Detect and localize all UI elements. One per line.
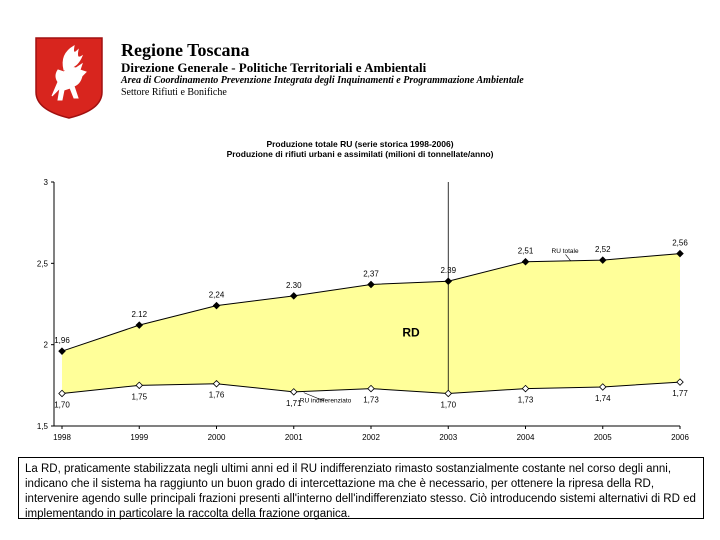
point-ru-indifferenziato bbox=[676, 378, 684, 386]
x-tick-label: 2004 bbox=[517, 433, 535, 442]
point-ru-totale bbox=[135, 321, 144, 329]
point-ru-totale bbox=[212, 301, 221, 310]
data-label: 2,52 bbox=[595, 245, 611, 254]
header: Regione Toscana Direzione Generale - Pol… bbox=[0, 0, 720, 130]
chart-title-block: Produzione totale RU (serie storica 1998… bbox=[200, 139, 520, 159]
caption: La RD, praticamente stabilizzata negli u… bbox=[18, 457, 704, 520]
point-ru-indifferenziato bbox=[598, 383, 607, 391]
data-label: 1,74 bbox=[595, 394, 611, 403]
x-tick-label: 2000 bbox=[208, 433, 226, 442]
data-label: 2.30 bbox=[286, 281, 302, 290]
x-tick-label: 2005 bbox=[594, 433, 612, 442]
callout-line bbox=[303, 392, 324, 402]
callout-line bbox=[565, 254, 571, 262]
point-ru-indifferenziato bbox=[521, 384, 530, 393]
data-label: 2,37 bbox=[363, 269, 379, 278]
data-label: 1,71 bbox=[286, 399, 302, 408]
series-name-label: RU totale bbox=[552, 248, 579, 255]
point-ru-totale bbox=[676, 249, 684, 258]
data-label: 1,70 bbox=[54, 400, 70, 409]
area: Area di Coordinamento Prevenzione Integr… bbox=[121, 75, 524, 86]
point-ru-indifferenziato bbox=[367, 384, 375, 393]
x-tick-label: 1998 bbox=[53, 433, 71, 442]
point-ru-totale bbox=[289, 292, 298, 300]
point-ru-indifferenziato bbox=[444, 389, 453, 398]
data-label: 1,76 bbox=[209, 391, 225, 400]
point-ru-totale bbox=[58, 347, 66, 355]
data-label: 1,75 bbox=[131, 392, 147, 401]
data-label: 2.39 bbox=[440, 266, 456, 275]
point-ru-totale bbox=[367, 280, 375, 289]
point-ru-indifferenziato bbox=[289, 388, 298, 396]
data-label: 2,51 bbox=[518, 247, 534, 256]
x-tick-label: 1999 bbox=[130, 433, 148, 442]
chart-subtitle: Produzione di rifiuti urbani e assimilat… bbox=[226, 149, 494, 159]
point-ru-indifferenziato bbox=[135, 381, 144, 390]
data-label: 1,96 bbox=[54, 336, 70, 345]
data-label: 1,73 bbox=[518, 396, 534, 405]
point-ru-totale bbox=[598, 256, 607, 264]
y-tick-label: 1,5 bbox=[37, 422, 49, 431]
x-tick-label: 2003 bbox=[439, 433, 457, 442]
y-tick-label: 3 bbox=[44, 178, 49, 187]
department: Direzione Generale - Politiche Territori… bbox=[121, 60, 427, 75]
area-chart: 1,5 2 2,5 3 1998 1999 2000 2001 2002 2003 2004 2005… bbox=[37, 178, 690, 442]
winged-horse-icon bbox=[35, 37, 103, 119]
org-name: Regione Toscana bbox=[121, 40, 250, 60]
data-label: 2,24 bbox=[209, 291, 225, 300]
rd-area bbox=[62, 253, 680, 394]
y-tick-label: 2 bbox=[44, 341, 49, 350]
series-name-label: RU indifferenziato bbox=[300, 397, 352, 404]
data-label: 1,70 bbox=[440, 400, 456, 409]
data-label: 1,77 bbox=[672, 389, 688, 398]
data-label: 1,73 bbox=[363, 396, 379, 405]
x-tick-label: 2001 bbox=[285, 433, 303, 442]
data-label: 2.12 bbox=[131, 310, 147, 319]
point-ru-totale bbox=[521, 257, 530, 266]
chart-title: Produzione totale RU (serie storica 1998… bbox=[266, 139, 454, 149]
point-ru-indifferenziato bbox=[212, 379, 221, 388]
point-ru-totale bbox=[444, 277, 453, 285]
sector: Settore Rifiuti e Bonifiche bbox=[121, 87, 227, 98]
org-block: Regione Toscana Direzione Generale - Pol… bbox=[121, 40, 524, 99]
y-tick-label: 2,5 bbox=[37, 259, 49, 268]
area-label: RD bbox=[402, 326, 420, 340]
x-tick-label: 2002 bbox=[362, 433, 380, 442]
point-ru-indifferenziato bbox=[58, 389, 66, 398]
data-label: 2,56 bbox=[672, 239, 688, 248]
x-tick-label: 2006 bbox=[671, 433, 689, 442]
